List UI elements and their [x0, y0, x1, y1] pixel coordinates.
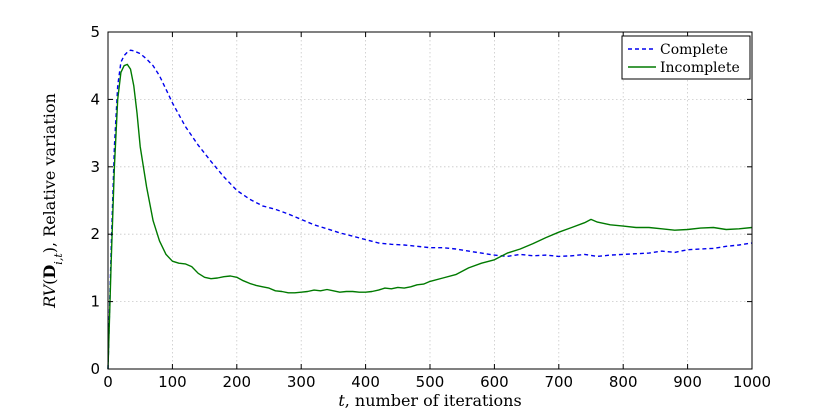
y-tick-label: 3: [90, 158, 100, 176]
x-tick-label: 100: [158, 373, 187, 391]
series-line-incomplete: [107, 63, 753, 370]
x-tick-label: 0: [103, 373, 113, 391]
y-tick-label: 0: [90, 360, 100, 378]
y-tick-label: 4: [90, 90, 100, 108]
legend-label-complete: Complete: [660, 42, 728, 58]
legend: Complete Incomplete: [621, 35, 751, 80]
y-tick-label: 5: [90, 23, 100, 41]
grid: [108, 32, 752, 369]
y-tick-label: 1: [90, 293, 100, 311]
x-tick-label: 600: [480, 373, 509, 391]
x-tick-label: 200: [222, 373, 251, 391]
legend-box: [621, 35, 751, 80]
y-tick-label: 2: [90, 225, 100, 243]
y-axis-label: RV(Di,t), Relative variation: [40, 93, 65, 309]
x-axis-label: t, number of iterations: [338, 391, 521, 410]
x-tick-label: 300: [287, 373, 316, 391]
series-line-complete: [107, 49, 753, 370]
plot-area: [107, 49, 753, 370]
x-tick-label: 700: [544, 373, 573, 391]
x-tick-label: 400: [351, 373, 380, 391]
x-tick-label: 500: [416, 373, 445, 391]
legend-label-incomplete: Incomplete: [660, 60, 740, 76]
x-tick-label: 900: [673, 373, 702, 391]
axis-ticks: 0 100 200 300 400 500 600 700 800 900 1000 0 1 2 3 4 5: [90, 23, 771, 391]
x-tick-label: 800: [609, 373, 638, 391]
x-tick-label: 1000: [733, 373, 771, 391]
